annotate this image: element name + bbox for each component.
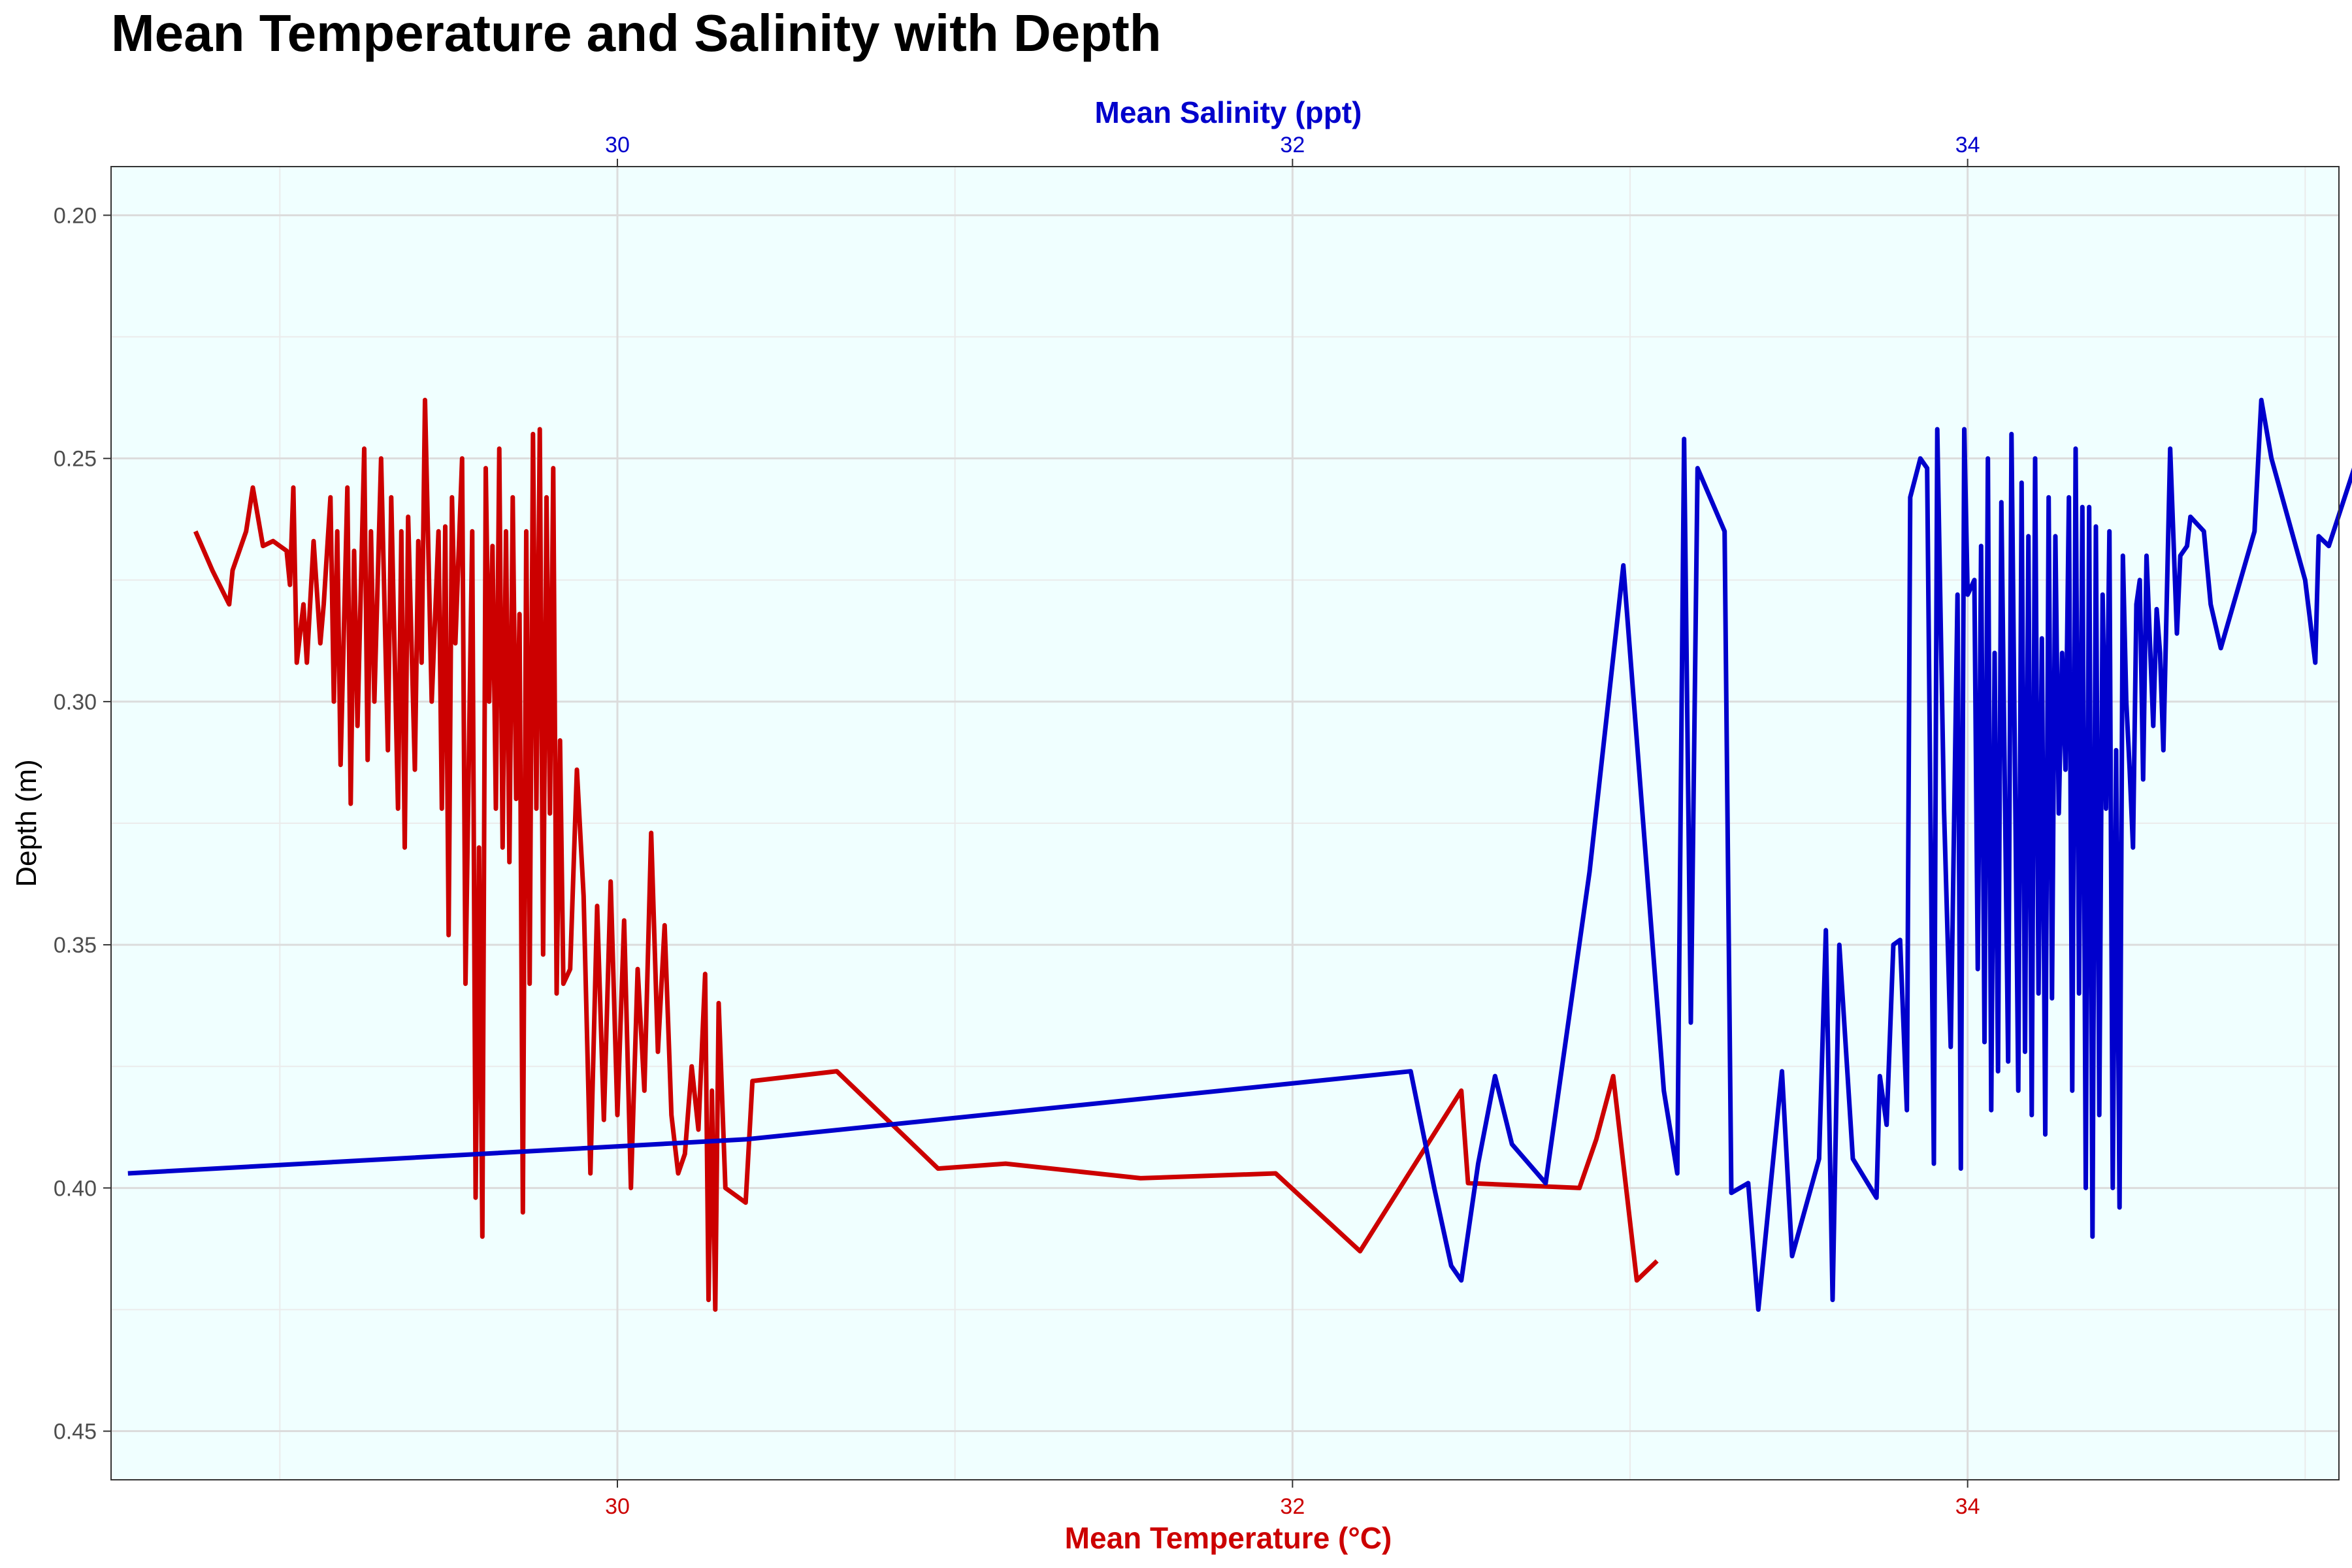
x2-tick-label: 32: [1280, 133, 1305, 157]
y-tick-label: 0.25: [54, 447, 97, 472]
chart-title: Mean Temperature and Salinity with Depth: [111, 4, 1162, 62]
x-tick-label: 32: [1280, 1494, 1305, 1519]
x-tick-label: 34: [1955, 1494, 1980, 1519]
y-axis: 0.20 0.25 0.30 0.35 0.40 0.45: [54, 203, 111, 1445]
temperature-line: [193, 397, 1659, 1312]
y-axis-title: Depth (m): [10, 759, 42, 887]
y-tick-label: 0.20: [54, 203, 97, 228]
x2-axis: 30 32 34: [605, 133, 1980, 167]
x2-tick-label: 30: [605, 133, 630, 157]
x2-tick-label: 34: [1955, 133, 1980, 157]
y-tick-label: 0.30: [54, 690, 97, 715]
y-tick-label: 0.40: [54, 1176, 97, 1201]
y-tick-label: 0.35: [54, 933, 97, 958]
x-tick-label: 30: [605, 1494, 630, 1519]
x2-axis-title: Mean Salinity (ppt): [1095, 95, 1362, 129]
salinity-line: [127, 397, 2352, 1312]
x-axis-title: Mean Temperature (°C): [1065, 1521, 1392, 1555]
plot-border: [110, 166, 2340, 1480]
series-layer: [127, 397, 2352, 1312]
y-tick-label: 0.45: [54, 1420, 97, 1445]
x-axis: 30 32 34: [605, 1480, 1980, 1519]
